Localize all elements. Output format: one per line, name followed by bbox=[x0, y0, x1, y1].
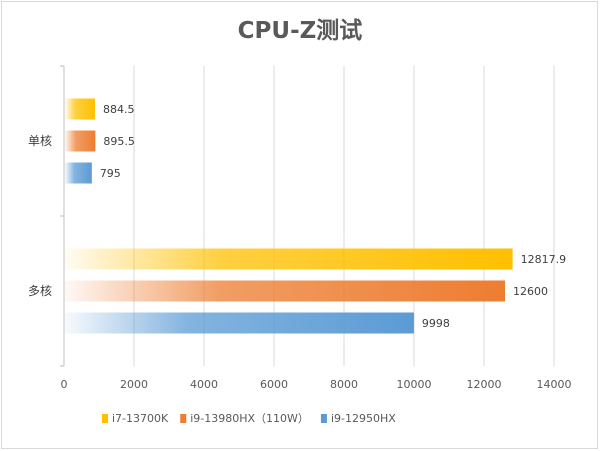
bar bbox=[65, 130, 96, 152]
bar bbox=[65, 280, 505, 302]
legend-item: i7-13700K bbox=[112, 412, 169, 425]
bar bbox=[65, 98, 95, 120]
legend-swatch bbox=[320, 414, 327, 423]
x-tick-label: 10000 bbox=[397, 378, 432, 391]
data-label: 12600 bbox=[513, 285, 548, 298]
data-label: 884.5 bbox=[103, 103, 134, 116]
x-tick-label: 14000 bbox=[537, 378, 572, 391]
data-label: 12817.9 bbox=[521, 253, 567, 266]
data-label: 895.5 bbox=[103, 135, 135, 148]
bar bbox=[65, 162, 92, 184]
x-tick-label: 4000 bbox=[190, 378, 218, 391]
data-label: 9998 bbox=[422, 317, 450, 330]
category-label: 单核 bbox=[28, 134, 52, 148]
bar bbox=[65, 248, 513, 270]
x-tick-label: 8000 bbox=[330, 378, 358, 391]
data-label: 795 bbox=[100, 167, 121, 180]
legend-item: i9-13980HX（110W） bbox=[190, 412, 309, 425]
x-tick-label: 12000 bbox=[467, 378, 502, 391]
bar bbox=[65, 312, 414, 334]
legend-item: i9-12950HX bbox=[331, 412, 396, 425]
x-tick-label: 6000 bbox=[260, 378, 288, 391]
category-label: 多核 bbox=[28, 284, 52, 298]
x-tick-label: 2000 bbox=[120, 378, 148, 391]
legend-swatch bbox=[180, 414, 187, 423]
x-tick-label: 0 bbox=[61, 378, 68, 391]
legend-swatch bbox=[102, 414, 108, 423]
chart-title: CPU-Z测试 bbox=[238, 18, 363, 44]
